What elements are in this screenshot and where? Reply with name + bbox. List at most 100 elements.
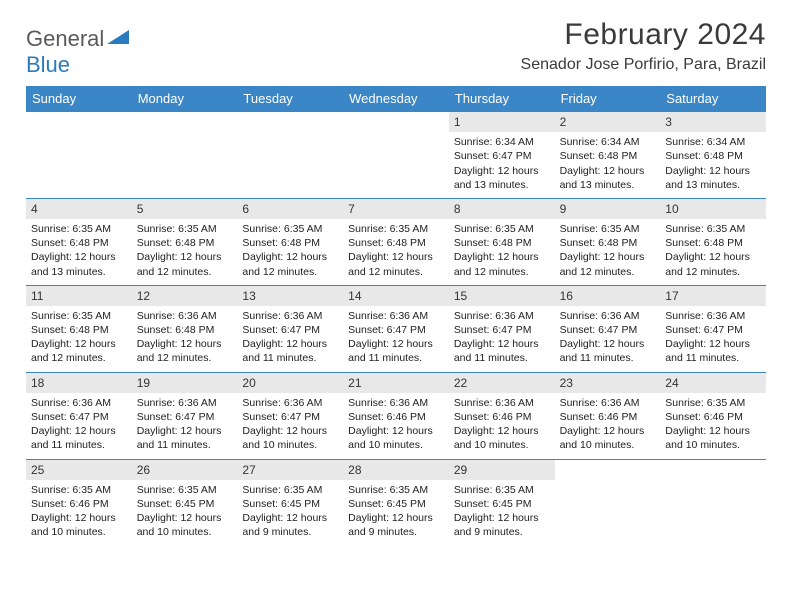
calendar-cell: 27 Sunrise: 6:35 AMSunset: 6:45 PMDayligh… (237, 459, 343, 546)
day-info: Sunrise: 6:36 AMSunset: 6:47 PMDaylight:… (663, 309, 763, 366)
day-number: 21 (343, 373, 449, 393)
calendar-cell: 25 Sunrise: 6:35 AMSunset: 6:46 PMDayligh… (26, 459, 132, 546)
day-info: Sunrise: 6:36 AMSunset: 6:47 PMDaylight:… (346, 309, 446, 366)
day-info: Sunrise: 6:35 AMSunset: 6:46 PMDaylight:… (663, 396, 763, 453)
logo-text-general: General (26, 26, 104, 51)
calendar-cell: 18Sunrise: 6:36 AMSunset: 6:47 PMDayligh… (26, 372, 132, 459)
calendar-cell: 10 Sunrise: 6:35 AMSunset: 6:48 PMDayligh… (660, 198, 766, 285)
day-number: 28 (343, 460, 449, 480)
calendar-cell: 5 Sunrise: 6:35 AMSunset: 6:48 PMDaylight… (132, 198, 238, 285)
day-number: 25 (26, 460, 132, 480)
day-number: 10 (660, 199, 766, 219)
calendar-cell-empty (343, 111, 449, 198)
day-number: 22 (449, 373, 555, 393)
day-info: Sunrise: 6:35 AMSunset: 6:45 PMDaylight:… (346, 483, 446, 540)
day-info: Sunrise: 6:35 AMSunset: 6:48 PMDaylight:… (663, 222, 763, 279)
day-number: 18 (26, 373, 132, 393)
day-info: Sunrise: 6:35 AMSunset: 6:46 PMDaylight:… (29, 483, 129, 540)
day-number: 14 (343, 286, 449, 306)
day-number: 24 (660, 373, 766, 393)
calendar-cell: 2 Sunrise: 6:34 AMSunset: 6:48 PMDaylight… (555, 111, 661, 198)
calendar-grid: SundayMondayTuesdayWednesdayThursdayFrid… (26, 86, 766, 545)
calendar-cell: 20 Sunrise: 6:36 AMSunset: 6:47 PMDayligh… (237, 372, 343, 459)
calendar-cell-empty (26, 111, 132, 198)
day-info: Sunrise: 6:36 AMSunset: 6:47 PMDaylight:… (135, 396, 235, 453)
month-title: February 2024 (521, 18, 766, 52)
calendar-cell: 4Sunrise: 6:35 AMSunset: 6:48 PMDaylight… (26, 198, 132, 285)
calendar-cell: 12 Sunrise: 6:36 AMSunset: 6:48 PMDayligh… (132, 285, 238, 372)
day-number: 19 (132, 373, 238, 393)
logo: General Blue (26, 18, 129, 78)
calendar-cell: 21 Sunrise: 6:36 AMSunset: 6:46 PMDayligh… (343, 372, 449, 459)
weekday-header: Tuesday (237, 86, 343, 111)
day-info: Sunrise: 6:36 AMSunset: 6:47 PMDaylight:… (558, 309, 658, 366)
day-info: Sunrise: 6:35 AMSunset: 6:48 PMDaylight:… (29, 309, 129, 366)
calendar-cell: 14 Sunrise: 6:36 AMSunset: 6:47 PMDayligh… (343, 285, 449, 372)
day-info: Sunrise: 6:36 AMSunset: 6:46 PMDaylight:… (452, 396, 552, 453)
day-info: Sunrise: 6:36 AMSunset: 6:47 PMDaylight:… (240, 396, 340, 453)
weekday-header: Sunday (26, 86, 132, 111)
day-info: Sunrise: 6:35 AMSunset: 6:45 PMDaylight:… (452, 483, 552, 540)
day-number: 3 (660, 112, 766, 132)
day-number: 5 (132, 199, 238, 219)
calendar-cell: 17 Sunrise: 6:36 AMSunset: 6:47 PMDayligh… (660, 285, 766, 372)
day-number: 20 (237, 373, 343, 393)
day-info: Sunrise: 6:34 AMSunset: 6:48 PMDaylight:… (663, 135, 763, 192)
logo-text-blue: Blue (26, 52, 70, 77)
location: Senador Jose Porfirio, Para, Brazil (521, 56, 766, 74)
day-info: Sunrise: 6:35 AMSunset: 6:48 PMDaylight:… (452, 222, 552, 279)
day-info: Sunrise: 6:35 AMSunset: 6:48 PMDaylight:… (346, 222, 446, 279)
calendar-cell-empty (660, 459, 766, 546)
day-number: 6 (237, 199, 343, 219)
calendar-cell: 8 Sunrise: 6:35 AMSunset: 6:48 PMDaylight… (449, 198, 555, 285)
day-info: Sunrise: 6:36 AMSunset: 6:46 PMDaylight:… (346, 396, 446, 453)
day-info: Sunrise: 6:35 AMSunset: 6:48 PMDaylight:… (240, 222, 340, 279)
day-number: 12 (132, 286, 238, 306)
day-info: Sunrise: 6:35 AMSunset: 6:45 PMDaylight:… (240, 483, 340, 540)
calendar-cell-empty (132, 111, 238, 198)
calendar-cell: 19 Sunrise: 6:36 AMSunset: 6:47 PMDayligh… (132, 372, 238, 459)
calendar-cell: 13 Sunrise: 6:36 AMSunset: 6:47 PMDayligh… (237, 285, 343, 372)
day-number: 26 (132, 460, 238, 480)
calendar-cell: 11 Sunrise: 6:35 AMSunset: 6:48 PMDayligh… (26, 285, 132, 372)
day-number: 23 (555, 373, 661, 393)
weekday-header: Friday (555, 86, 661, 111)
logo-triangle-icon (107, 30, 129, 46)
day-number: 13 (237, 286, 343, 306)
day-number: 17 (660, 286, 766, 306)
day-info: Sunrise: 6:34 AMSunset: 6:47 PMDaylight:… (452, 135, 552, 192)
day-number: 2 (555, 112, 661, 132)
day-info: Sunrise: 6:36 AMSunset: 6:47 PMDaylight:… (240, 309, 340, 366)
day-info: Sunrise: 6:34 AMSunset: 6:48 PMDaylight:… (558, 135, 658, 192)
day-info: Sunrise: 6:36 AMSunset: 6:47 PMDaylight:… (452, 309, 552, 366)
calendar-cell: 28 Sunrise: 6:35 AMSunset: 6:45 PMDayligh… (343, 459, 449, 546)
day-number: 11 (26, 286, 132, 306)
weekday-header: Monday (132, 86, 238, 111)
day-info: Sunrise: 6:36 AMSunset: 6:48 PMDaylight:… (135, 309, 235, 366)
calendar-cell: 24 Sunrise: 6:35 AMSunset: 6:46 PMDayligh… (660, 372, 766, 459)
calendar-cell: 1 Sunrise: 6:34 AMSunset: 6:47 PMDaylight… (449, 111, 555, 198)
weekday-header: Saturday (660, 86, 766, 111)
day-number: 29 (449, 460, 555, 480)
day-number: 27 (237, 460, 343, 480)
weekday-header: Wednesday (343, 86, 449, 111)
day-info: Sunrise: 6:36 AMSunset: 6:46 PMDaylight:… (558, 396, 658, 453)
day-number: 1 (449, 112, 555, 132)
calendar-cell: 23 Sunrise: 6:36 AMSunset: 6:46 PMDayligh… (555, 372, 661, 459)
day-info: Sunrise: 6:35 AMSunset: 6:48 PMDaylight:… (135, 222, 235, 279)
calendar-cell-empty (237, 111, 343, 198)
day-number: 8 (449, 199, 555, 219)
calendar-cell: 16 Sunrise: 6:36 AMSunset: 6:47 PMDayligh… (555, 285, 661, 372)
calendar-cell: 9Sunrise: 6:35 AMSunset: 6:48 PMDaylight… (555, 198, 661, 285)
day-number: 16 (555, 286, 661, 306)
day-number: 9 (555, 199, 661, 219)
calendar-cell: 15Sunrise: 6:36 AMSunset: 6:47 PMDayligh… (449, 285, 555, 372)
calendar-cell: 7Sunrise: 6:35 AMSunset: 6:48 PMDaylight… (343, 198, 449, 285)
calendar-cell: 3 Sunrise: 6:34 AMSunset: 6:48 PMDaylight… (660, 111, 766, 198)
weekday-header: Thursday (449, 86, 555, 111)
calendar-cell: 22 Sunrise: 6:36 AMSunset: 6:46 PMDayligh… (449, 372, 555, 459)
calendar-cell: 26 Sunrise: 6:35 AMSunset: 6:45 PMDayligh… (132, 459, 238, 546)
header: General Blue February 2024 Senador Jose … (26, 18, 766, 78)
calendar-cell: 29 Sunrise: 6:35 AMSunset: 6:45 PMDayligh… (449, 459, 555, 546)
day-info: Sunrise: 6:35 AMSunset: 6:45 PMDaylight:… (135, 483, 235, 540)
